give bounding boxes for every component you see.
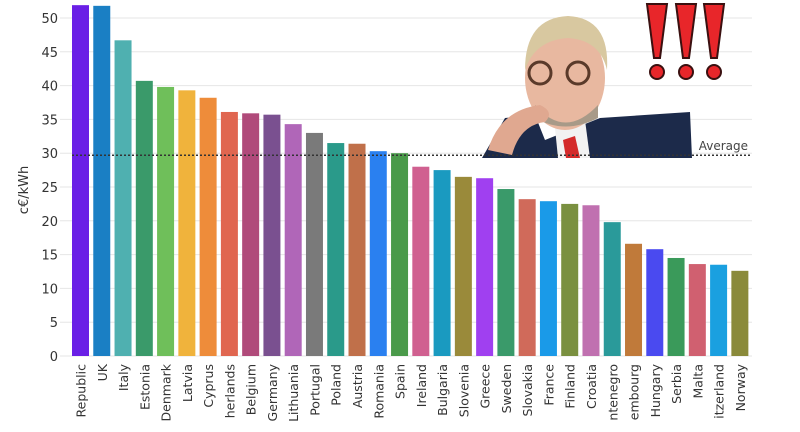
y-tick-label: 20 <box>41 215 58 230</box>
y-tick-label: 45 <box>41 46 58 61</box>
y-tick-label: 30 <box>41 147 58 162</box>
bar-lithuania <box>284 124 302 356</box>
bar-finland <box>561 203 579 356</box>
x-tick-label: Italy <box>116 363 131 391</box>
x-tick-label: itzerland <box>712 364 727 419</box>
y-tick-label: 40 <box>41 80 58 95</box>
y-tick-label: 50 <box>41 12 58 27</box>
bar-latvia <box>178 90 196 356</box>
x-tick-label: Romania <box>371 364 386 419</box>
y-tick-label: 25 <box>41 181 58 196</box>
x-tick-label: Bulgaria <box>435 364 450 416</box>
bar-croatia <box>582 205 600 356</box>
bar-france <box>539 201 557 356</box>
bar-romania <box>369 151 387 356</box>
bar-hungary <box>646 249 664 356</box>
bar-greece <box>476 178 494 356</box>
bar-cyprus <box>199 97 217 356</box>
x-tick-label: ntenegro <box>605 364 620 421</box>
bar-austria <box>348 143 366 356</box>
x-tick-label: Ireland <box>414 364 429 407</box>
bar-slovakia <box>518 199 536 356</box>
x-tick-label: Belgium <box>244 364 259 415</box>
bar-embourg <box>625 243 643 356</box>
x-tick-label: Serbia <box>669 364 684 404</box>
bar-spain <box>391 153 409 356</box>
bar-slovenia <box>454 176 472 356</box>
bar-itzerland <box>710 264 728 356</box>
y-tick-label: 10 <box>41 282 58 297</box>
x-tick-label: Norway <box>733 363 748 411</box>
x-tick-label: UK <box>95 363 110 381</box>
bar-portugal <box>305 132 323 356</box>
bar-ntenegro <box>603 222 621 356</box>
x-tick-label: Spain <box>393 364 408 399</box>
bar-ireland <box>412 166 430 356</box>
bar-bulgaria <box>433 170 451 356</box>
bar-uk <box>93 5 111 356</box>
x-tick-label: Croatia <box>584 364 599 409</box>
x-tick-label: Republic <box>74 364 89 418</box>
x-tick-label: Sweden <box>499 364 514 413</box>
y-tick-label: 15 <box>41 249 58 264</box>
x-tick-label: Lithuania <box>286 364 301 422</box>
y-tick-label: 5 <box>50 316 58 331</box>
bar-herlands <box>220 111 238 357</box>
bar-poland <box>327 143 345 356</box>
x-tick-label: Hungary <box>648 363 663 417</box>
x-tick-label: Austria <box>350 364 365 408</box>
bar-italy <box>114 40 132 357</box>
average-label: Average <box>699 139 748 153</box>
x-tick-label: Malta <box>690 364 705 398</box>
bar-sweden <box>497 189 515 356</box>
bar-republic <box>72 5 89 356</box>
x-tick-label: herlands <box>222 364 237 418</box>
x-tick-label: Cyprus <box>201 364 216 408</box>
x-tick-label: Finland <box>563 364 578 409</box>
x-tick-label: Germany <box>265 363 280 421</box>
x-tick-label: France <box>541 364 556 406</box>
bar-norway <box>731 270 749 356</box>
bar-belgium <box>242 113 260 356</box>
y-tick-label: 0 <box>50 350 58 365</box>
bar-germany <box>263 114 281 356</box>
bar-estonia <box>135 80 153 357</box>
x-tick-label: Poland <box>329 364 344 406</box>
bar-denmark <box>157 86 175 357</box>
y-axis-label: c€/kWh <box>17 166 32 214</box>
x-tick-label: Slovenia <box>456 364 471 417</box>
bar-serbia <box>667 257 685 356</box>
y-tick-label: 35 <box>41 113 58 128</box>
x-tick-label: Slovakia <box>520 364 535 416</box>
x-tick-label: Estonia <box>137 364 152 410</box>
x-tick-label: embourg <box>627 364 642 420</box>
x-tick-label: Portugal <box>307 364 322 416</box>
x-tick-label: Greece <box>478 364 493 409</box>
x-tick-label: Latvia <box>180 364 195 402</box>
bar-malta <box>688 264 706 356</box>
x-tick-label: Denmark <box>159 363 174 421</box>
politician-photo <box>482 16 692 158</box>
exclamation-marks-icon <box>645 3 726 80</box>
